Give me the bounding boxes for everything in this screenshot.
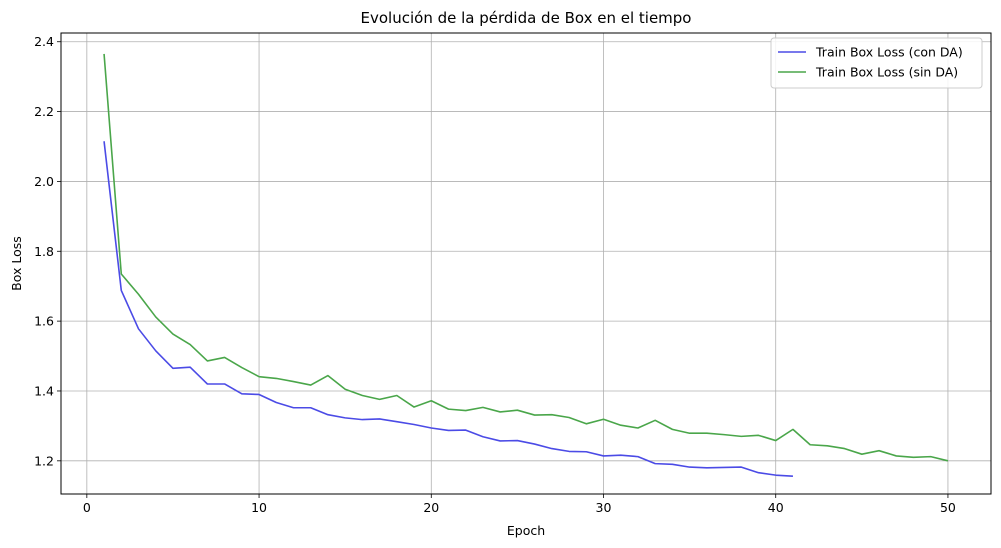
x-tick-label: 0 bbox=[83, 500, 91, 515]
x-axis-label: Epoch bbox=[507, 523, 545, 538]
y-axis-label: Box Loss bbox=[9, 236, 24, 291]
series-line-1 bbox=[103, 141, 793, 477]
y-tick-label: 2.4 bbox=[34, 34, 54, 49]
series-line-2 bbox=[103, 53, 949, 462]
x-tick-label: 40 bbox=[768, 500, 784, 515]
series-group bbox=[103, 53, 949, 477]
x-tick-label: 20 bbox=[423, 500, 439, 515]
x-axis-ticks: 0 10 20 30 40 50 bbox=[83, 494, 956, 515]
grid-lines bbox=[61, 33, 991, 494]
y-tick-label: 2.0 bbox=[34, 174, 54, 189]
y-axis-ticks: 1.2 1.4 1.6 1.8 2.0 2.2 2.4 bbox=[34, 34, 61, 468]
legend-label-series-1: Train Box Loss (con DA) bbox=[815, 45, 963, 60]
y-tick-label: 1.2 bbox=[34, 453, 54, 468]
legend: Train Box Loss (con DA) Train Box Loss (… bbox=[770, 37, 983, 89]
y-tick-label: 1.4 bbox=[34, 383, 54, 398]
legend-label-series-2: Train Box Loss (sin DA) bbox=[815, 65, 958, 80]
x-tick-label: 50 bbox=[940, 500, 956, 515]
x-tick-label: 10 bbox=[251, 500, 267, 515]
legend-box bbox=[770, 37, 983, 89]
y-tick-label: 1.8 bbox=[34, 244, 54, 259]
y-tick-label: 2.2 bbox=[34, 104, 54, 119]
plot-area-frame bbox=[60, 32, 992, 495]
y-tick-label: 1.6 bbox=[34, 314, 54, 329]
x-tick-label: 30 bbox=[596, 500, 612, 515]
chart-title: Evolución de la pérdida de Box en el tie… bbox=[361, 9, 692, 27]
